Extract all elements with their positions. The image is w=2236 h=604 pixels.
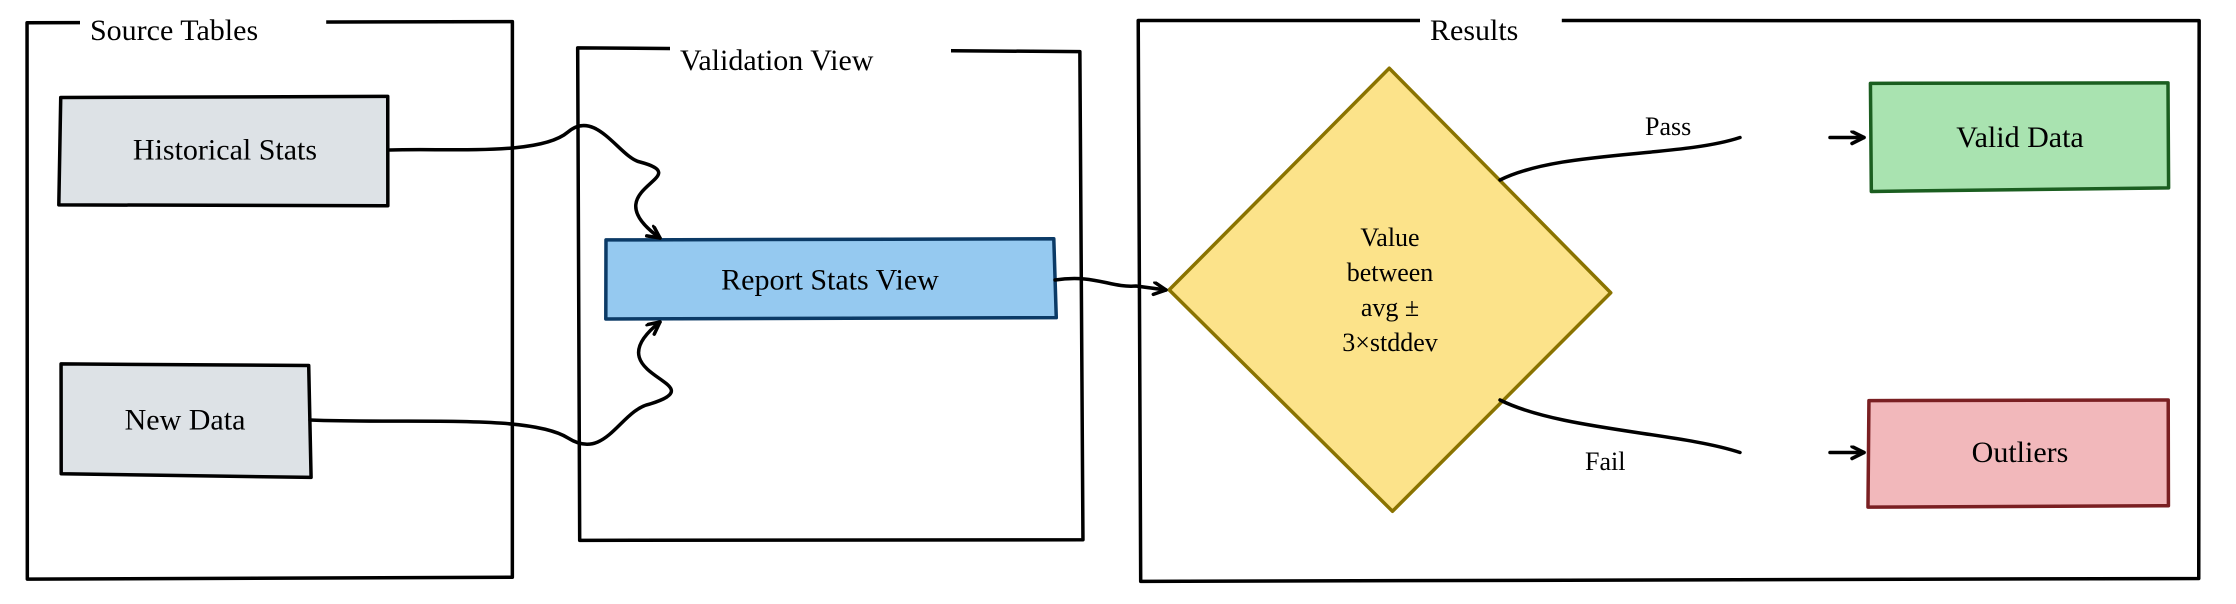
node-newdata-label: New Data bbox=[125, 404, 246, 437]
edge-pass-label: Pass bbox=[1645, 112, 1691, 141]
group-source-title: Source Tables bbox=[90, 14, 258, 47]
edge-fail-label: Fail bbox=[1585, 447, 1625, 476]
node-outliers-label: Outliers bbox=[1972, 436, 2069, 469]
edge-report-to-decision bbox=[1055, 278, 1166, 290]
group-validation-title: Validation View bbox=[680, 44, 874, 77]
decision-diamond bbox=[1169, 68, 1611, 511]
edge-newdata-to-report bbox=[310, 322, 671, 444]
node-historical-label: Historical Stats bbox=[133, 134, 317, 167]
edge-historical-to-report bbox=[390, 126, 660, 238]
edge-decision-fail-line bbox=[1500, 400, 1740, 453]
edge-decision-pass-line bbox=[1500, 138, 1740, 181]
node-report-label: Report Stats View bbox=[721, 264, 939, 297]
node-valid-label: Valid Data bbox=[1956, 121, 2083, 154]
group-results-title: Results bbox=[1430, 14, 1518, 47]
